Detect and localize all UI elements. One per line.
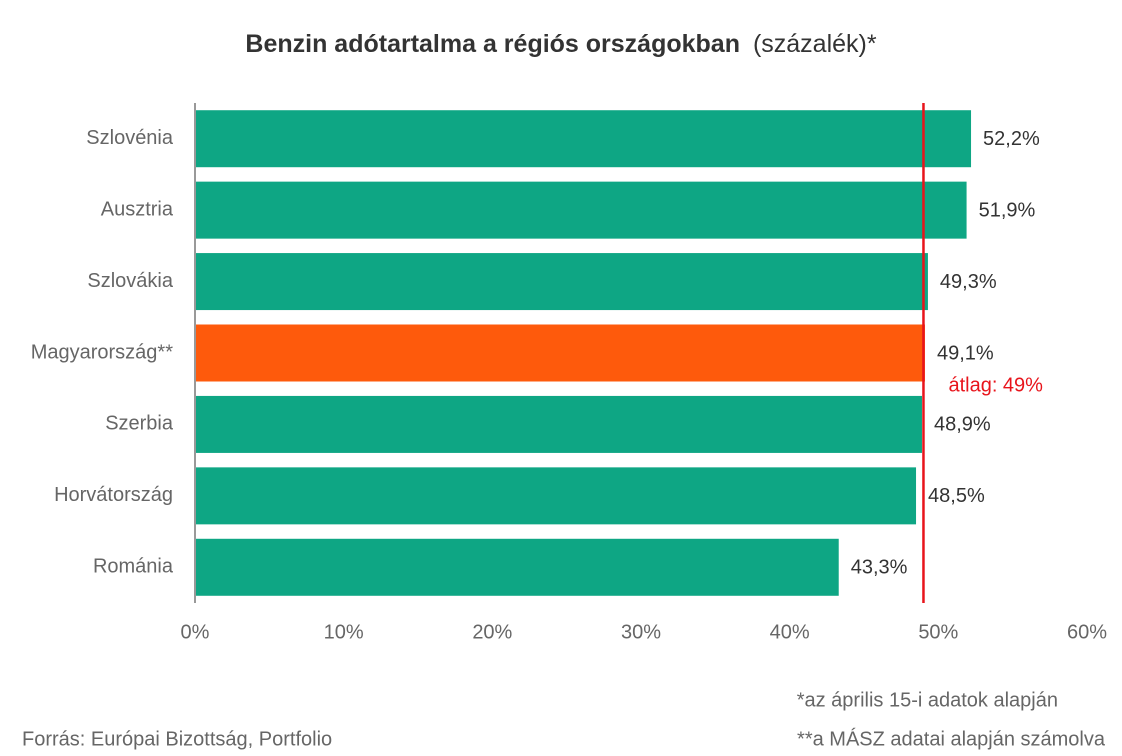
y-tick-label: Szlovákia [87, 270, 173, 292]
chart-title-group: Benzin adótartalma a régiós országokban … [245, 30, 876, 58]
bar [195, 181, 967, 239]
value-label: 43,3% [851, 557, 908, 579]
x-tick-label: 50% [918, 621, 958, 643]
value-label: 48,9% [934, 414, 991, 436]
value-label: 49,1% [937, 342, 994, 364]
y-tick-label: Románia [93, 556, 174, 578]
value-label: 51,9% [979, 199, 1036, 221]
average-label: átlag: 49% [948, 374, 1043, 396]
source: Forrás: Európai Bizottság, Portfolio [22, 728, 332, 750]
value-label: 49,3% [940, 271, 997, 293]
value-label: 52,2% [983, 128, 1040, 150]
bar [195, 395, 922, 453]
bar [195, 324, 925, 382]
x-tick-label: 20% [472, 621, 512, 643]
x-tick-label: 0% [181, 621, 210, 643]
y-tick-label: Szlovénia [86, 127, 174, 149]
value-label: 48,5% [928, 485, 985, 507]
y-tick-label: Magyarország** [31, 341, 174, 363]
x-tick-label: 30% [621, 621, 661, 643]
y-tick-label: Szerbia [105, 413, 174, 435]
x-tick-label: 10% [324, 621, 364, 643]
note: **a MÁSZ adatai alapján számolva [797, 727, 1106, 750]
chart-title: Benzin adótartalma a régiós országokban [245, 30, 740, 58]
bar [195, 467, 917, 525]
x-tick-label: 40% [770, 621, 810, 643]
y-tick-label: Ausztria [101, 198, 174, 220]
x-tick-label: 60% [1067, 621, 1107, 643]
y-tick-label: Horvátország [54, 484, 173, 506]
bar [195, 110, 972, 168]
bar [195, 253, 928, 311]
bar [195, 538, 839, 596]
note: *az április 15-i adatok alapján [797, 689, 1058, 711]
chart-subtitle: (százalék)* [753, 30, 877, 58]
